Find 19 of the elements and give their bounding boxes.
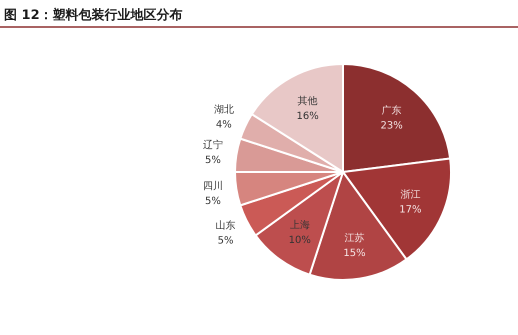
data-label: 5% — [204, 154, 221, 166]
slice-label: 江苏 — [344, 232, 364, 244]
data-label: 17% — [399, 204, 422, 216]
data-label: 15% — [343, 248, 366, 259]
data-label: 23% — [380, 120, 403, 132]
data-label: 10% — [288, 234, 311, 246]
text: 图 12：塑料包装行业地区分布 — [4, 7, 183, 23]
data-label: 5% — [218, 235, 234, 246]
data-label: 16% — [296, 111, 319, 122]
slice-label: 其他 — [298, 95, 318, 108]
slice-label: 上海 — [290, 218, 310, 231]
data-label: 5% — [204, 196, 221, 208]
slice-label: 山东 — [216, 219, 236, 232]
slice-label: 广东 — [382, 104, 402, 116]
slice-label: 湖北 — [214, 103, 234, 116]
slice-label: 浙江 — [400, 188, 420, 201]
slice-label: 四川 — [202, 180, 223, 192]
data-label: 4% — [216, 119, 232, 130]
slice-label: 辽宁 — [202, 138, 223, 151]
